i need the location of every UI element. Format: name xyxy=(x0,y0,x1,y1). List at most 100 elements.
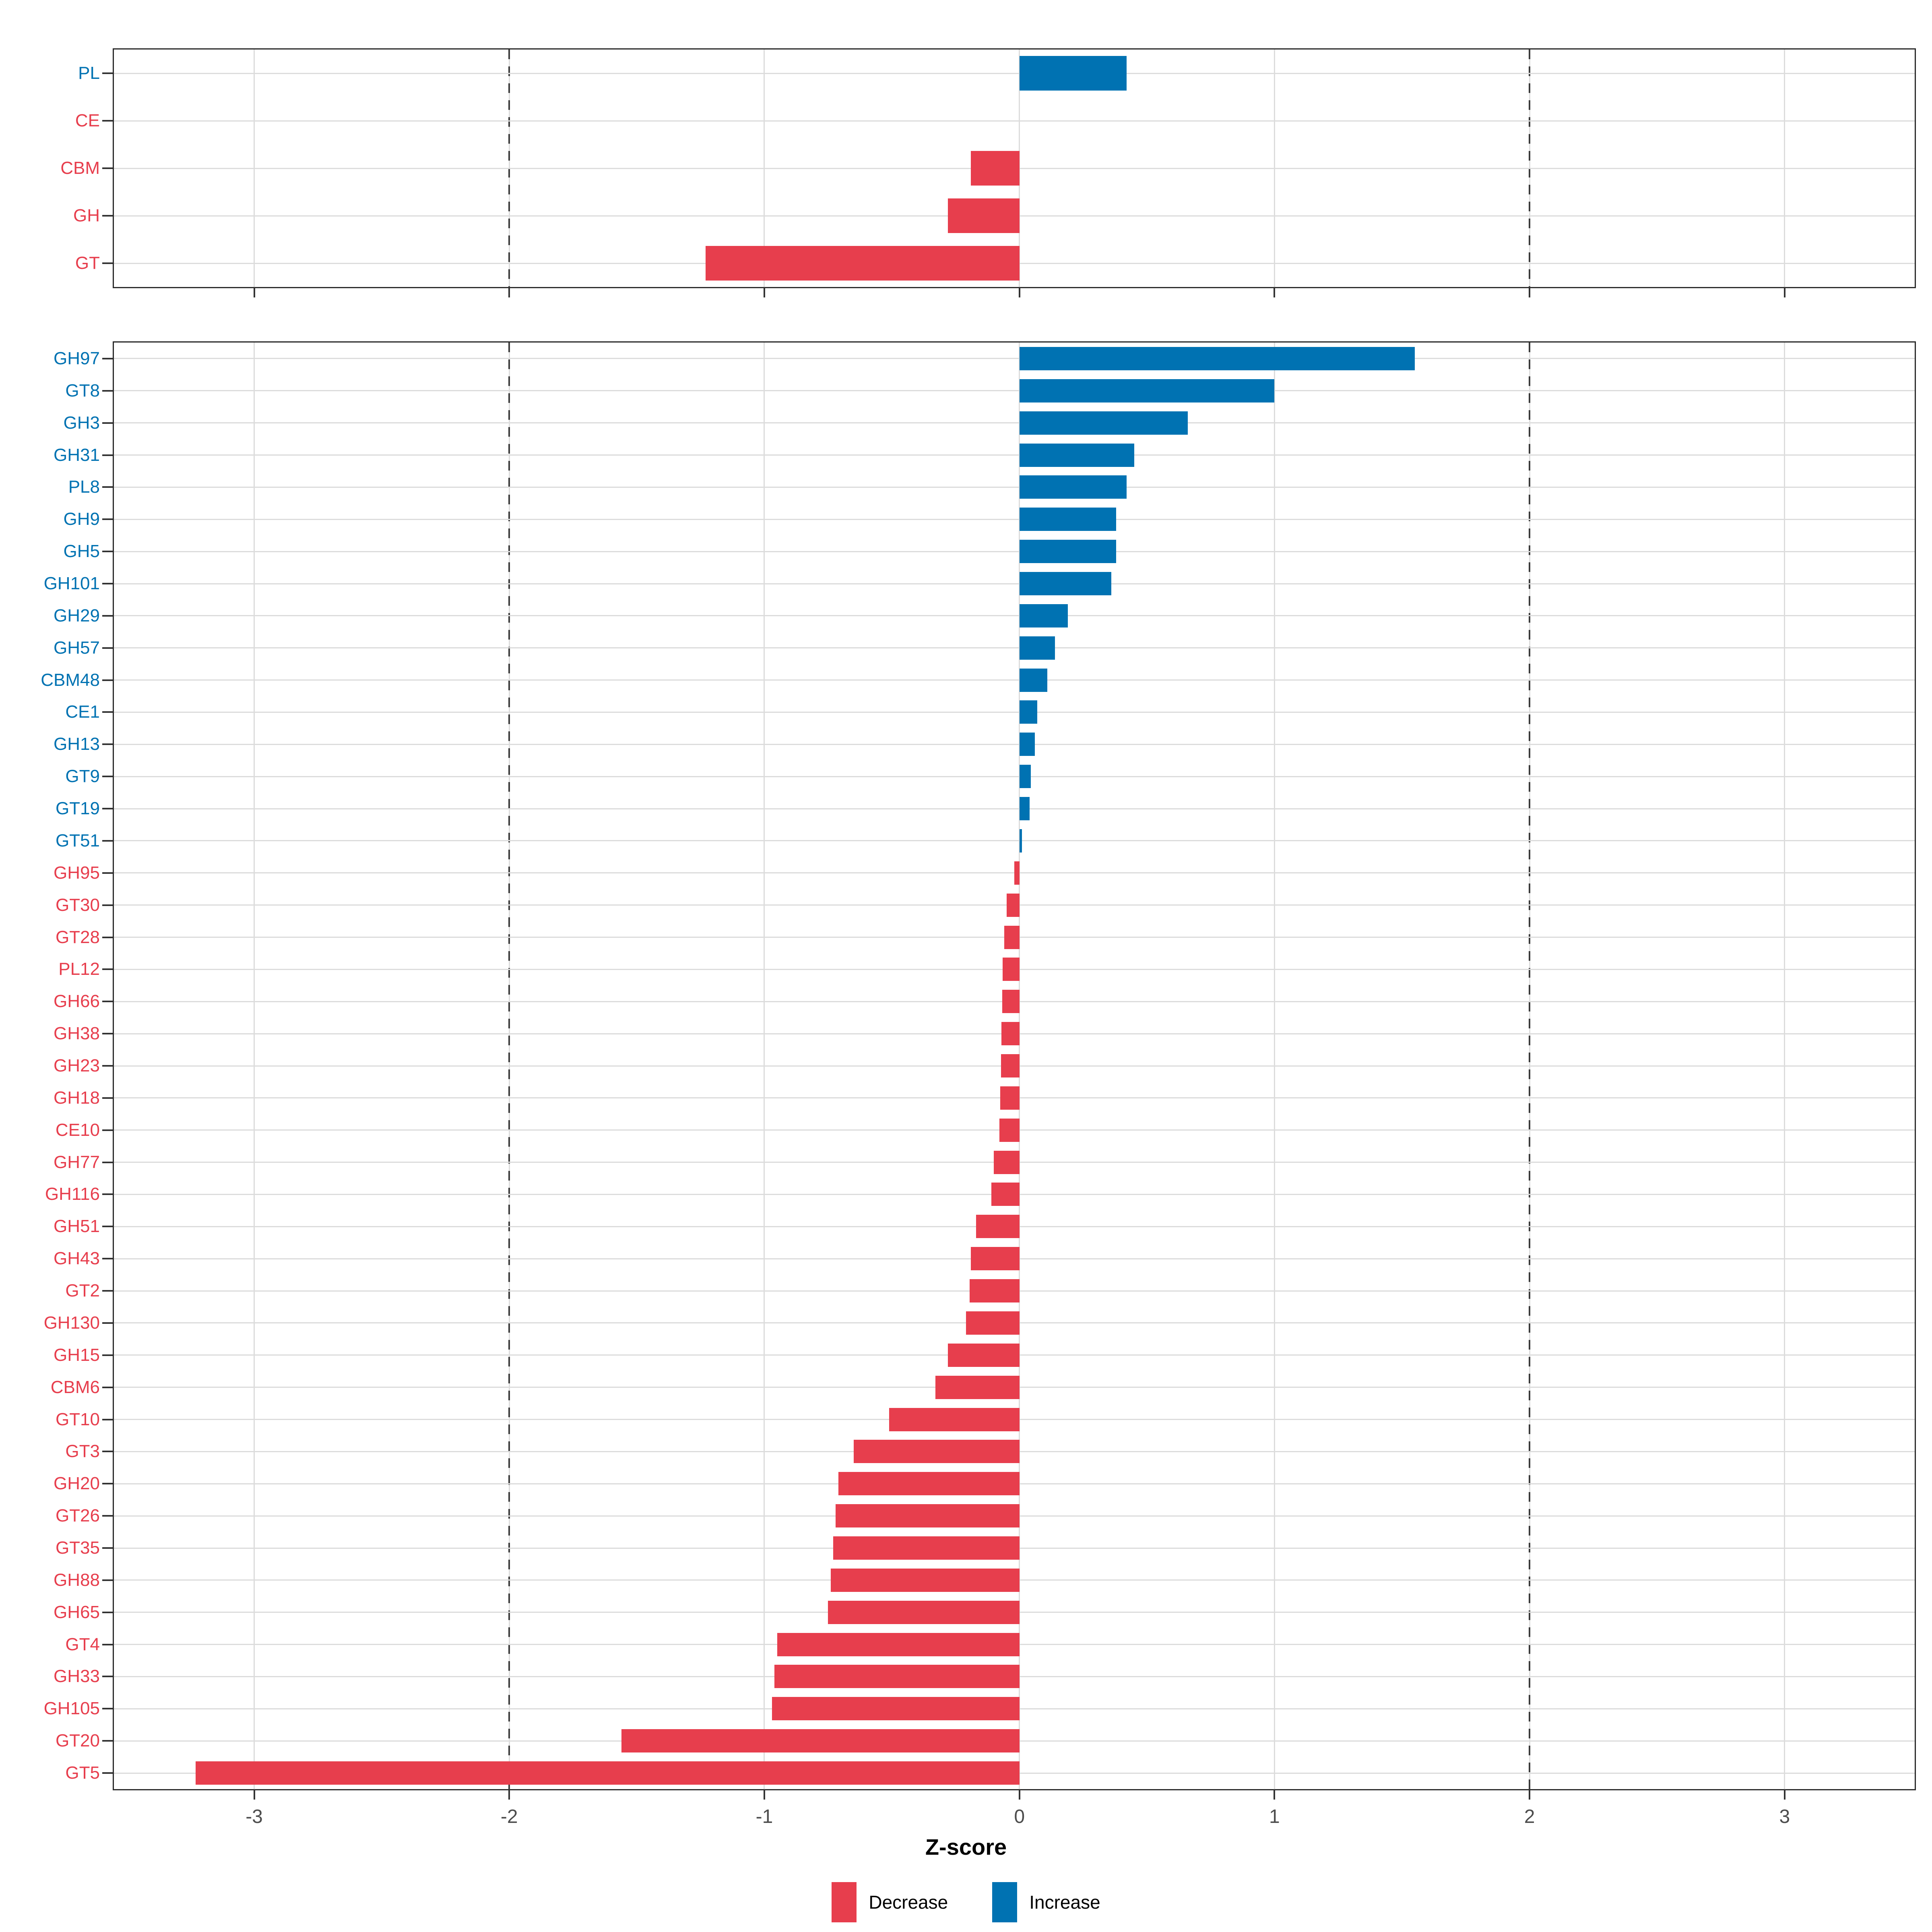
category-label: CBM6 xyxy=(50,1377,100,1397)
horizontal-gridline xyxy=(114,422,1915,424)
bar xyxy=(970,1279,1020,1303)
bar xyxy=(1019,411,1188,435)
category-label: GH29 xyxy=(54,605,100,625)
y-axis-tick-mark xyxy=(102,72,113,74)
category-label: GT26 xyxy=(55,1506,100,1526)
bar xyxy=(935,1375,1020,1399)
category-label: GH97 xyxy=(54,348,100,368)
y-axis-tick-mark xyxy=(102,1386,113,1388)
x-axis-tick-mark xyxy=(1018,287,1020,297)
bar xyxy=(994,1150,1020,1174)
bar xyxy=(853,1440,1020,1463)
y-axis-tick-mark xyxy=(102,1451,113,1453)
y-axis-tick-mark xyxy=(102,1258,113,1260)
horizontal-gridline xyxy=(114,583,1915,584)
y-axis-tick-mark xyxy=(102,872,113,874)
category-label: GH101 xyxy=(43,574,100,593)
category-label: PL12 xyxy=(58,959,100,979)
horizontal-gridline xyxy=(114,615,1915,617)
bar xyxy=(836,1504,1020,1528)
bar xyxy=(976,1215,1020,1238)
category-label: GH65 xyxy=(54,1602,100,1622)
category-label: GH xyxy=(73,206,100,225)
horizontal-gridline xyxy=(114,808,1915,809)
category-label: GT2 xyxy=(65,1281,100,1301)
x-axis-tick-mark xyxy=(253,287,255,297)
bar xyxy=(1001,1022,1020,1046)
horizontal-gridline xyxy=(114,486,1915,488)
legend-item: Decrease xyxy=(832,1882,948,1922)
category-label: GH13 xyxy=(54,734,100,754)
y-axis-tick-mark xyxy=(102,1643,113,1645)
y-axis-tick-mark xyxy=(102,1772,113,1774)
horizontal-gridline xyxy=(114,647,1915,649)
category-label: CBM48 xyxy=(41,670,100,690)
x-axis-tick-label: -3 xyxy=(246,1806,263,1827)
bar xyxy=(1001,1054,1020,1077)
bar xyxy=(1019,829,1022,852)
y-axis-tick-mark xyxy=(102,711,113,713)
category-label: GH105 xyxy=(43,1699,100,1719)
category-label: GT4 xyxy=(65,1634,100,1654)
y-axis-tick-mark xyxy=(102,551,113,553)
y-axis-tick-mark xyxy=(102,968,113,970)
category-label: GH95 xyxy=(54,863,100,883)
y-axis-tick-mark xyxy=(102,679,113,681)
y-axis-tick-mark xyxy=(102,743,113,745)
y-axis-tick-mark xyxy=(102,1547,113,1549)
y-axis-tick-mark xyxy=(102,1322,113,1324)
category-label: PL8 xyxy=(68,477,100,497)
y-axis-tick-mark xyxy=(102,1001,113,1003)
y-axis-tick-mark xyxy=(102,1226,113,1228)
category-label: GT5 xyxy=(65,1763,100,1783)
bar xyxy=(1019,636,1055,660)
y-axis-tick-mark xyxy=(102,1193,113,1195)
bar xyxy=(1019,508,1117,531)
y-axis-tick-mark xyxy=(102,615,113,617)
horizontal-gridline xyxy=(114,776,1915,777)
bar xyxy=(772,1697,1020,1721)
category-label: GH18 xyxy=(54,1088,100,1108)
category-label: GH38 xyxy=(54,1024,100,1044)
y-axis-tick-mark xyxy=(102,1740,113,1742)
y-axis-tick-mark xyxy=(102,840,113,842)
category-label: GT51 xyxy=(55,830,100,850)
x-axis-tick-mark xyxy=(1783,1789,1785,1800)
bar xyxy=(1019,700,1038,724)
y-axis-tick-mark xyxy=(102,422,113,424)
y-axis-tick-mark xyxy=(102,262,113,264)
summary-panel: PL CE CBM GH GT xyxy=(60,48,1916,297)
increase-legend-key-swatch xyxy=(992,1882,1018,1922)
category-label: GH5 xyxy=(63,541,100,561)
y-axis-tick-mark xyxy=(102,1579,113,1581)
y-axis-tick-mark xyxy=(102,1033,113,1035)
y-axis-tick-mark xyxy=(102,215,113,217)
bar xyxy=(1004,925,1020,949)
y-axis-tick-mark xyxy=(102,1708,113,1710)
horizontal-gridline xyxy=(114,518,1915,520)
bar xyxy=(971,151,1020,186)
x-axis-tick-label: -1 xyxy=(755,1806,773,1827)
category-label: GH51 xyxy=(54,1216,100,1236)
x-axis-tick-mark xyxy=(508,1789,510,1800)
bar xyxy=(1019,347,1415,370)
y-axis-tick-mark xyxy=(102,486,113,488)
bar xyxy=(1019,668,1048,692)
category-label: CBM xyxy=(60,158,100,178)
x-axis-tick-mark xyxy=(1529,1789,1531,1800)
category-label: GH9 xyxy=(63,509,100,529)
y-axis-tick-mark xyxy=(102,1129,113,1131)
category-label: GT28 xyxy=(55,927,100,947)
bar xyxy=(1002,990,1020,1013)
category-label: PL xyxy=(78,63,100,83)
category-label: CE10 xyxy=(55,1120,100,1140)
category-label: GH66 xyxy=(54,991,100,1011)
x-axis-tick-mark xyxy=(253,1789,255,1800)
category-label: GT3 xyxy=(65,1441,100,1461)
bar xyxy=(1014,861,1020,885)
y-axis-tick-mark xyxy=(102,647,113,649)
category-label: GH130 xyxy=(43,1313,100,1333)
x-axis-tick-label: 0 xyxy=(1014,1806,1025,1827)
category-label: CE xyxy=(75,111,100,130)
x-axis-tick-label: 3 xyxy=(1779,1806,1790,1827)
